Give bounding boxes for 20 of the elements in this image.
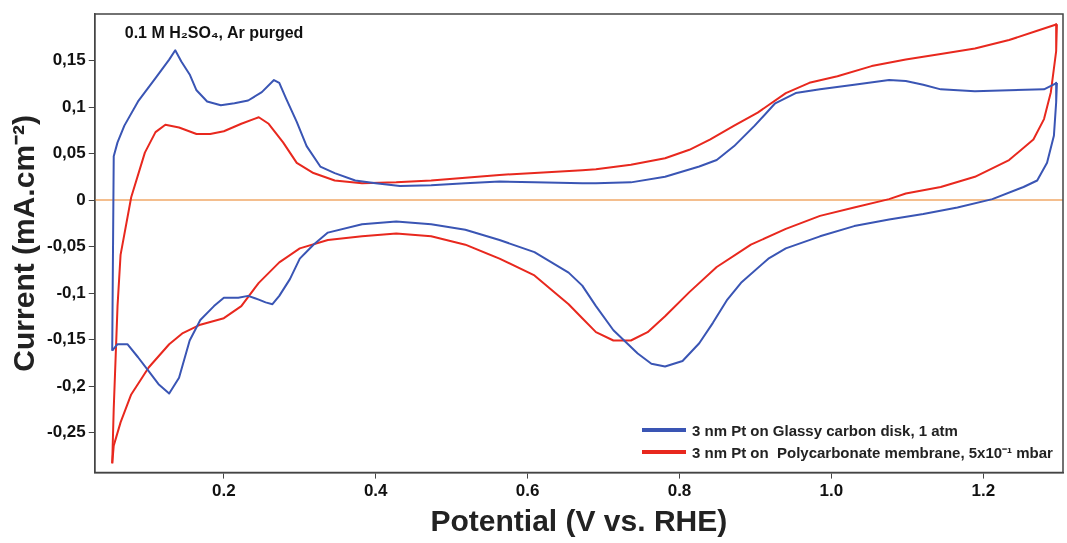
x-tick-label: 0.2 — [212, 481, 236, 501]
legend-label: 3 nm Pt on Glassy carbon disk, 1 atm — [692, 421, 958, 439]
y-tick-label: -0,2 — [56, 375, 86, 395]
y-tick-label: 0,15 — [52, 50, 86, 70]
x-tick-label: 0.6 — [515, 481, 540, 501]
y-axis-title: Current (mA.cm⁻²) — [7, 114, 41, 372]
y-tick-label: -0,25 — [47, 422, 86, 442]
x-tick-label: 1.0 — [819, 481, 844, 501]
x-axis-title: Potential (V vs. RHE) — [430, 504, 728, 538]
y-tick-label: 0,1 — [62, 96, 86, 116]
y-tick-label: 0 — [76, 189, 86, 209]
annotation: 0.1 M H₂SO₄, Ar purged — [124, 24, 304, 42]
y-tick-label: 0,05 — [52, 143, 86, 163]
x-tick-label: 1.2 — [971, 481, 996, 501]
y-tick-label: -0,15 — [47, 329, 86, 349]
x-tick-label: 0.4 — [363, 481, 389, 501]
y-tick-label: -0,05 — [47, 236, 86, 256]
y-tick-label: -0,1 — [56, 282, 86, 302]
x-tick-label: 0.8 — [667, 481, 692, 501]
legend-label: 3 nm Pt on Polycarbonate membrane, 5x10⁻¹ mbar — [692, 442, 1053, 462]
